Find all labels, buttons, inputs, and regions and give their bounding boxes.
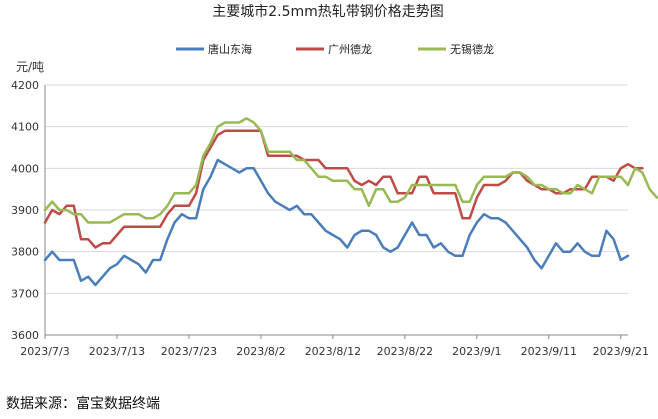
y-tick-label: 3800 <box>11 246 39 259</box>
x-tick-label: 2023/9/21 <box>593 345 649 358</box>
x-tick-label: 2023/8/2 <box>236 345 285 358</box>
series-line <box>43 129 644 249</box>
y-tick-label: 4100 <box>11 121 39 134</box>
x-tick-label: 2023/9/11 <box>521 345 577 358</box>
legend-label: 广州德龙 <box>328 42 372 56</box>
y-tick-label: 4000 <box>11 162 39 175</box>
series-line <box>43 158 630 287</box>
legend: 唐山东海 广州德龙 无锡德龙 <box>176 42 494 56</box>
grid-lines <box>45 84 628 336</box>
legend-label: 无锡德龙 <box>450 42 494 56</box>
data-source-note: 数据来源：富宝数据终端 <box>6 395 160 412</box>
y-axis-unit-label: 元/吨 <box>16 60 44 74</box>
x-tick-label: 2023/8/12 <box>305 345 361 358</box>
legend-label: 唐山东海 <box>208 42 252 56</box>
x-tick-label: 2023/7/23 <box>161 345 217 358</box>
chart-title: 主要城市2.5mm热轧带钢价格走势图 <box>212 3 444 20</box>
x-tick-label: 2023/7/3 <box>20 345 69 358</box>
x-tick-label: 2023/9/1 <box>452 345 501 358</box>
y-tick-label: 3700 <box>11 287 39 300</box>
y-axis-ticks: 3600 3700 3800 3900 4000 4100 4200 <box>11 79 39 342</box>
x-tick-label: 2023/8/22 <box>377 345 433 358</box>
y-tick-label: 4200 <box>11 79 39 92</box>
y-tick-label: 3600 <box>11 329 39 342</box>
y-tick-label: 3900 <box>11 204 39 217</box>
x-tick-label: 2023/7/13 <box>89 345 145 358</box>
x-axis-ticks: 2023/7/3 2023/7/13 2023/7/23 2023/8/2 2023/8… <box>20 335 649 358</box>
series-lines <box>43 117 658 287</box>
series-line <box>43 117 658 224</box>
